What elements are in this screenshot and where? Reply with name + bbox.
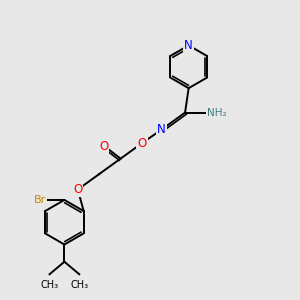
- Text: O: O: [137, 137, 147, 150]
- Text: CH₃: CH₃: [70, 280, 88, 290]
- Text: N: N: [157, 123, 166, 136]
- Text: N: N: [184, 39, 193, 52]
- Text: CH₃: CH₃: [40, 280, 58, 290]
- Text: O: O: [73, 183, 83, 196]
- Text: NH₂: NH₂: [207, 108, 226, 118]
- Text: O: O: [99, 140, 108, 153]
- Text: Br: Br: [34, 195, 46, 205]
